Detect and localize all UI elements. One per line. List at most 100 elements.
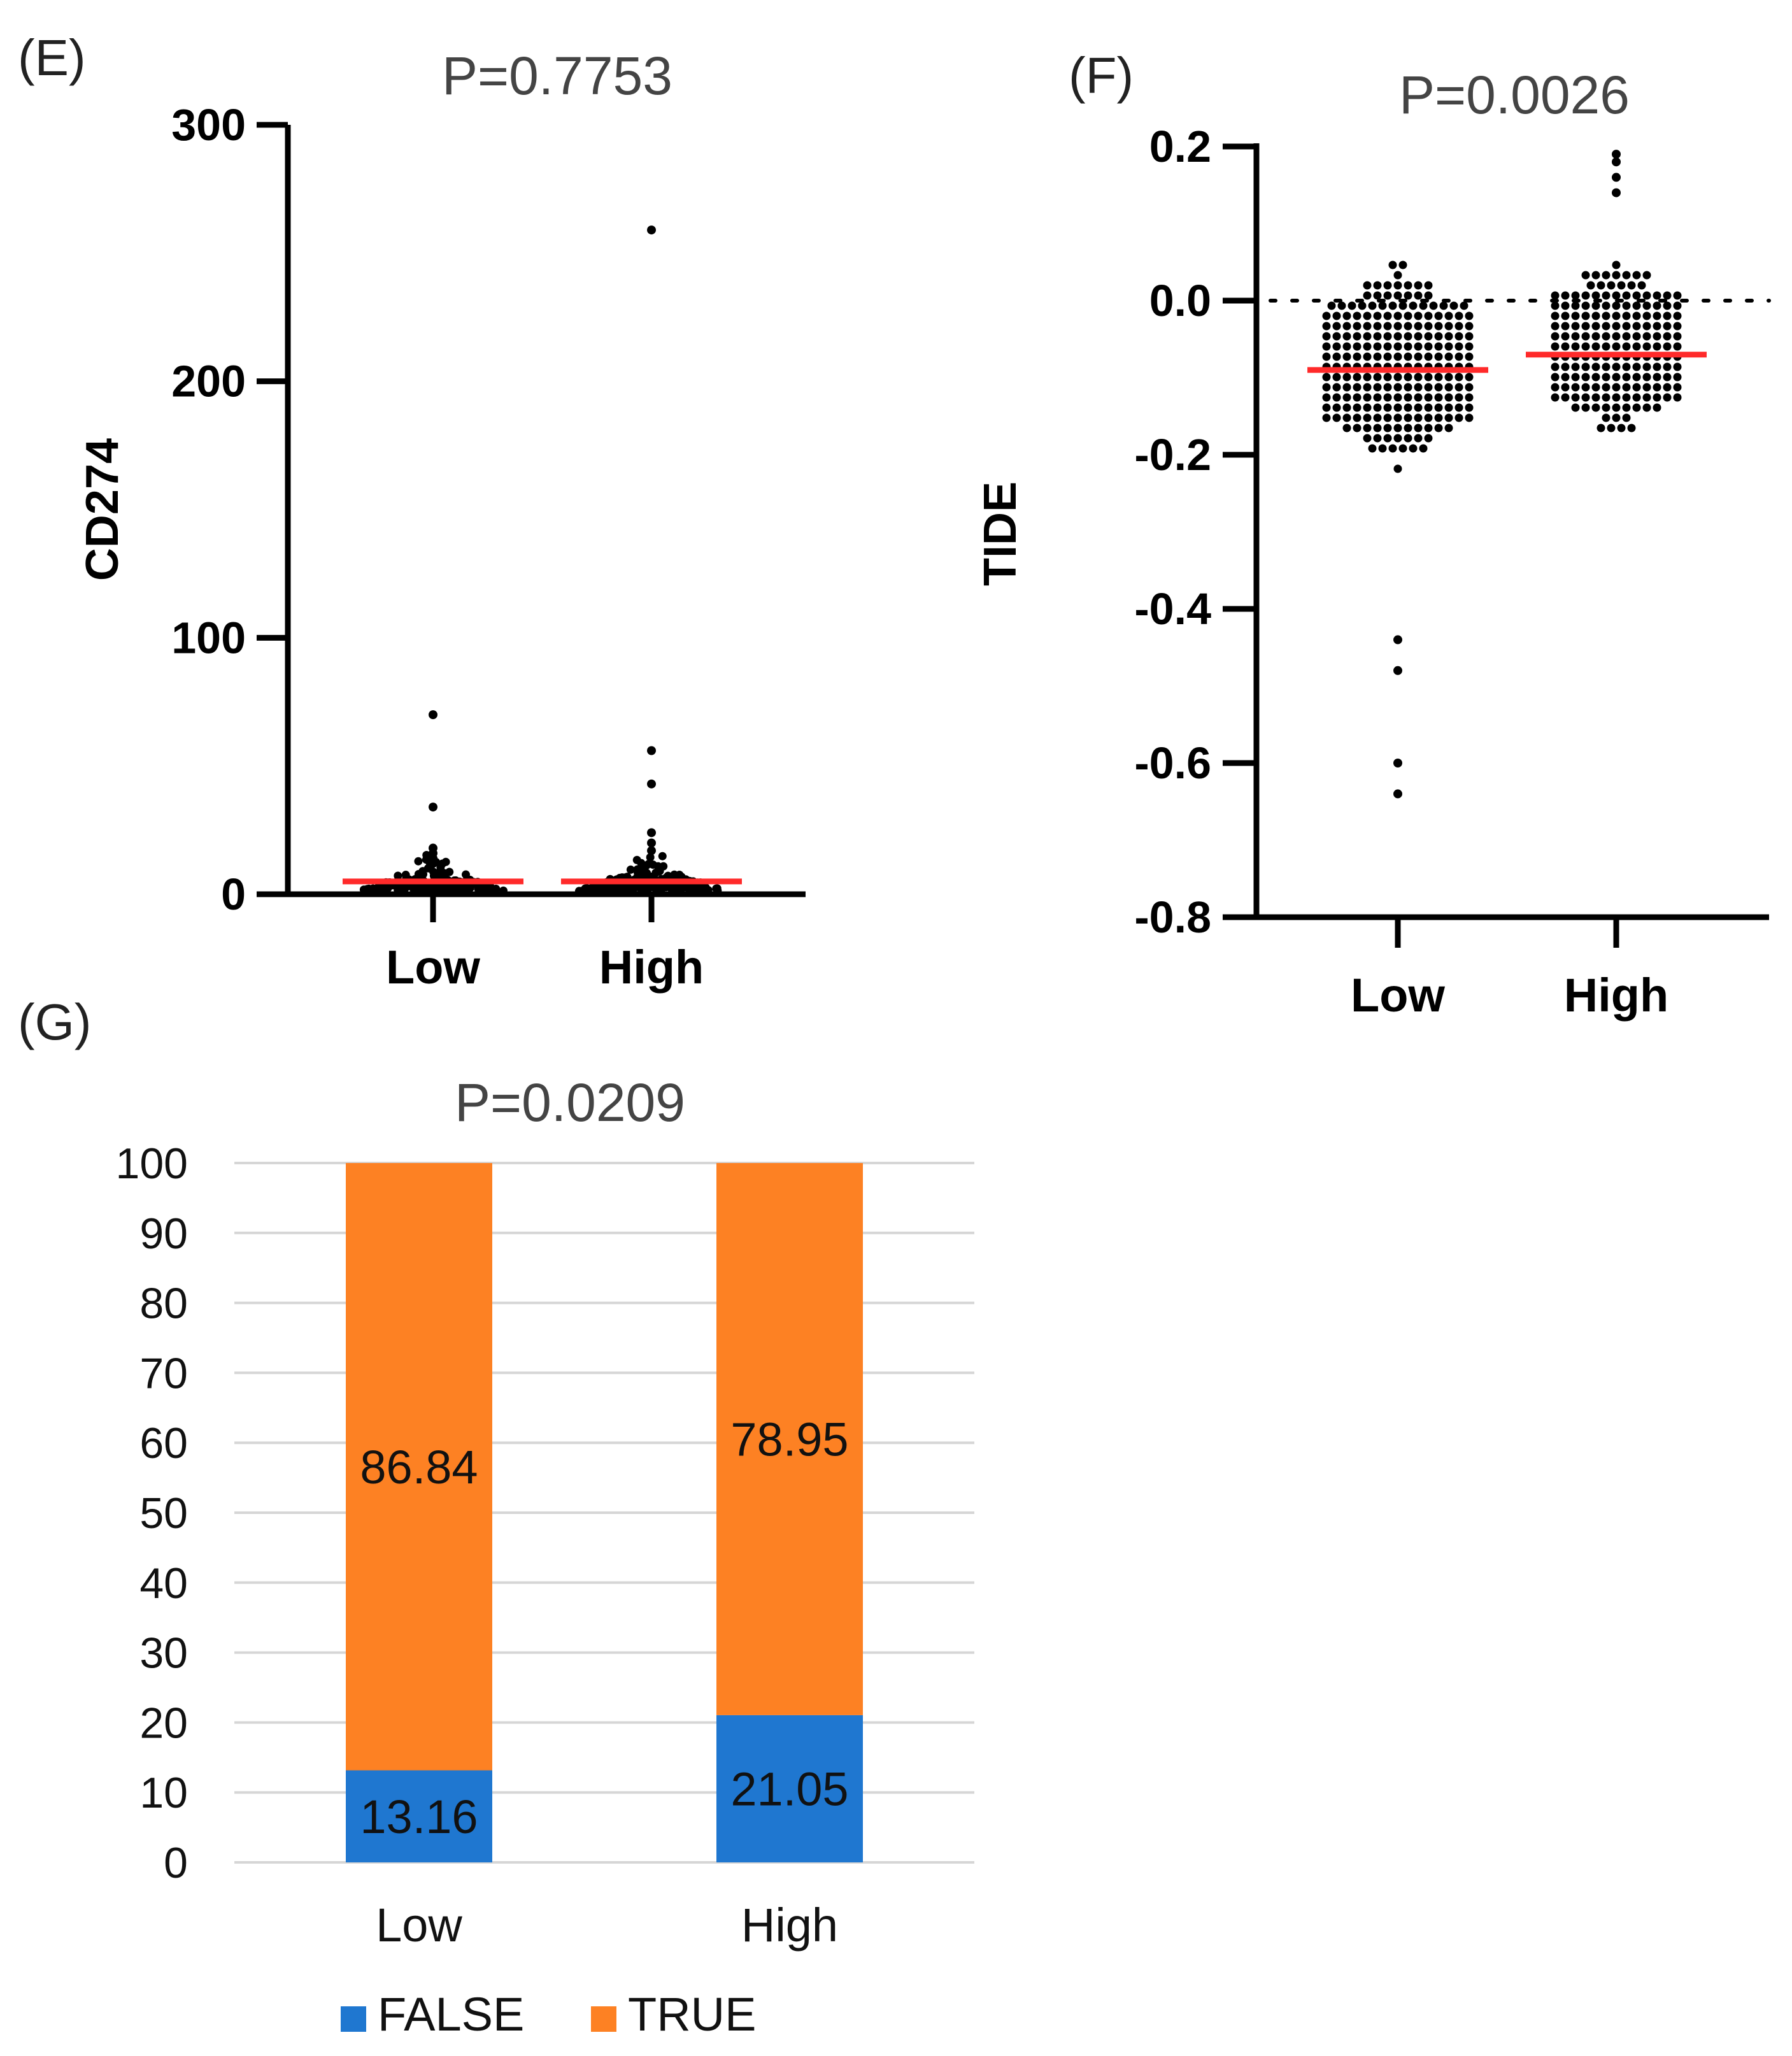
panel-f-point — [1673, 291, 1682, 300]
panel-f-point — [1454, 383, 1463, 392]
panel-f-point — [1424, 311, 1433, 320]
panel-f-point — [1444, 322, 1453, 331]
panel-f-point — [1342, 393, 1351, 402]
panel-f-point — [1551, 373, 1560, 382]
panel-f-point — [1444, 373, 1453, 382]
panel-g-y-tick-label: 80 — [139, 1280, 188, 1328]
panel-f-point — [1424, 424, 1433, 432]
panel-e-title: P=0.7753 — [442, 46, 672, 106]
panel-f-point — [1663, 362, 1672, 371]
panel-f-point — [1398, 301, 1407, 310]
panel-f-y-tick-label: 0.0 — [1149, 276, 1211, 325]
panel-f-point — [1419, 301, 1428, 310]
panel-g-y-tick-label: 10 — [139, 1769, 188, 1817]
panel-f-point — [1460, 301, 1468, 310]
panel-f-point — [1642, 362, 1651, 371]
panel-f-point — [1581, 362, 1590, 371]
panel-g-legend-swatch — [341, 2006, 366, 2032]
panel-g-gridlines — [234, 1162, 974, 1864]
panel-e: (E) P=0.7753 CD274 0 100 200 300 Low High — [18, 29, 806, 994]
panel-f-point — [1673, 311, 1682, 320]
panel-e-outlier-point — [647, 846, 656, 855]
panel-f-point — [1612, 301, 1621, 310]
panel-f-point — [1404, 342, 1412, 351]
panel-f-point — [1642, 403, 1651, 412]
panel-f-point — [1342, 403, 1351, 412]
panel-f-point — [1571, 311, 1580, 320]
panel-f-point — [1454, 332, 1463, 341]
panel-f-point — [1373, 393, 1382, 402]
panel-f-point — [1454, 393, 1463, 402]
panel-f-point — [1591, 342, 1600, 351]
panel-f-point — [1591, 373, 1600, 382]
panel-e-point — [713, 886, 722, 895]
panel-f-point — [1414, 393, 1423, 402]
panel-f-point — [1378, 301, 1387, 310]
panel-f-point — [1332, 393, 1341, 402]
panel-e-point — [621, 886, 630, 895]
panel-f-point — [1327, 301, 1336, 310]
panel-f-point — [1602, 322, 1611, 331]
panel-f-point — [1632, 271, 1641, 280]
panel-f-point — [1612, 342, 1621, 351]
panel-g-legend: FALSE TRUE — [341, 1988, 756, 2041]
panel-e-point — [461, 886, 470, 895]
panel-f-point — [1622, 311, 1631, 320]
panel-f-outlier-point — [1612, 173, 1621, 182]
panel-f-point — [1591, 322, 1600, 331]
panel-f-point — [1434, 424, 1443, 432]
panel-f-point — [1663, 373, 1672, 382]
panel-f-point — [1404, 393, 1412, 402]
panel-f-point — [1663, 322, 1672, 331]
panel-f-y-tick-label: 0.2 — [1149, 122, 1211, 171]
panel-g-y-tick-label: 40 — [139, 1559, 188, 1608]
panel-f-point — [1383, 424, 1392, 432]
panel-f-point — [1404, 383, 1412, 392]
panel-f-point — [1561, 301, 1570, 310]
panel-f-point — [1363, 383, 1372, 392]
panel-f-point — [1439, 301, 1448, 310]
panel-f-point — [1373, 413, 1382, 422]
panel-f-point — [1342, 424, 1351, 432]
panel-f-point — [1434, 413, 1443, 422]
panel-f-point — [1444, 424, 1453, 432]
panel-f-point — [1642, 373, 1651, 382]
panel-f-point — [1551, 322, 1560, 331]
panel-g: (G) P=0.0209 0 10 20 30 40 50 60 70 80 90 100 13.1… — [18, 994, 974, 2041]
panel-f-point — [1591, 291, 1600, 300]
panel-f-outlier-point — [1393, 789, 1402, 799]
panel-f-point — [1388, 301, 1397, 310]
panel-f-point — [1424, 281, 1433, 290]
panel-f-point — [1393, 271, 1402, 280]
panel-f-point — [1622, 332, 1631, 341]
panel-f-point — [1388, 444, 1397, 453]
panel-f-point — [1642, 393, 1651, 402]
panel-f-point — [1622, 403, 1631, 412]
panel-f-point — [1363, 352, 1372, 361]
panel-f-point — [1332, 383, 1341, 392]
panel-f-point — [1571, 403, 1580, 412]
panel-f-point — [1444, 383, 1453, 392]
panel-f-point — [1602, 413, 1611, 422]
panel-f-point — [1551, 291, 1560, 300]
panel-f: (F) P=0.0026 TIDE -0.8 -0.6 -0.4 -0.2 0.0 0.2… — [975, 47, 1771, 1022]
panel-f-point — [1454, 352, 1463, 361]
panel-f-point — [1322, 332, 1331, 341]
panel-f-point — [1393, 434, 1402, 443]
panel-f-point — [1551, 332, 1560, 341]
panel-f-point — [1596, 281, 1605, 290]
panel-f-point — [1673, 362, 1682, 371]
panel-f-point — [1322, 383, 1331, 392]
panel-f-point — [1383, 373, 1392, 382]
panel-f-point — [1383, 403, 1392, 412]
panel-f-point — [1653, 393, 1661, 402]
panel-f-point — [1424, 383, 1433, 392]
panel-f-point — [1363, 393, 1372, 402]
panel-f-point — [1368, 301, 1377, 310]
panel-f-point — [1332, 322, 1341, 331]
panel-f-point — [1642, 322, 1651, 331]
panel-f-point — [1571, 301, 1580, 310]
panel-f-point — [1393, 464, 1402, 473]
panel-e-point — [486, 882, 495, 891]
panel-e-point — [662, 883, 671, 892]
